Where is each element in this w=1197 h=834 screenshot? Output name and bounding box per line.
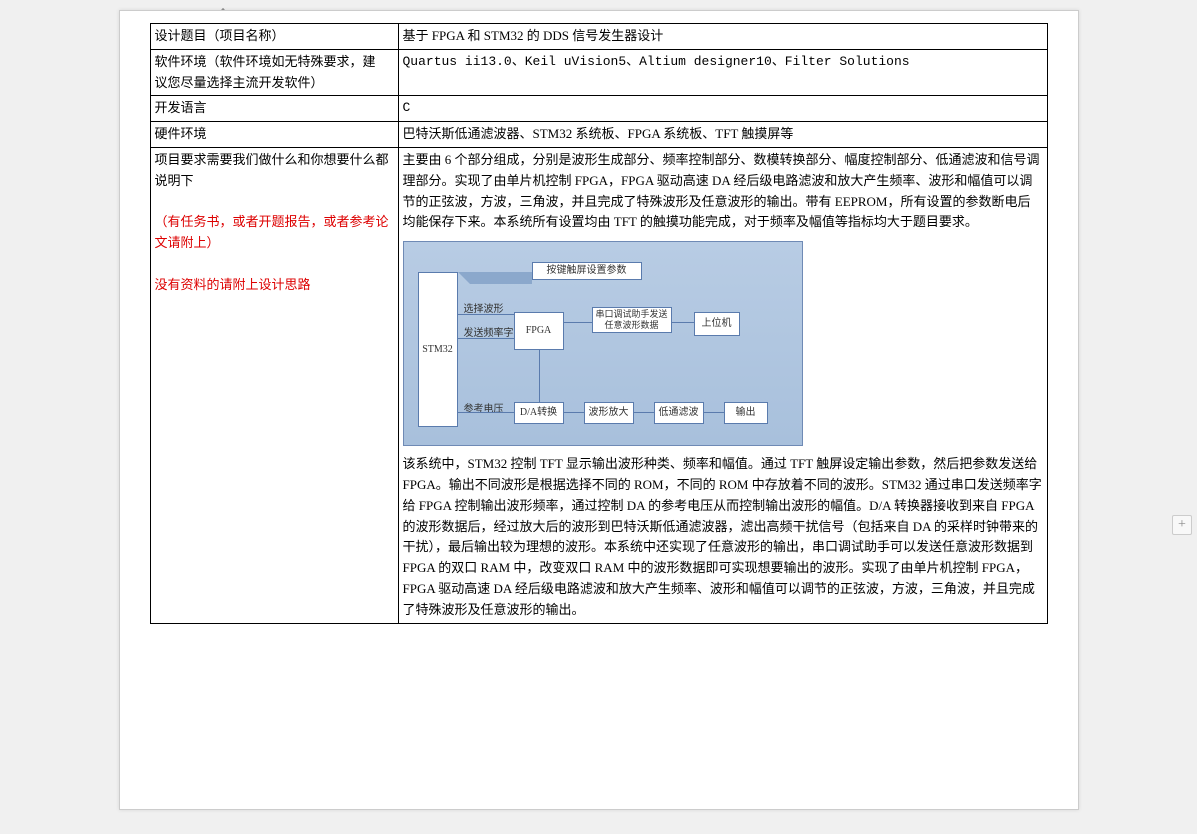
label-ref-volt: 参考电压: [464, 402, 504, 418]
cell-title-value: 基于 FPGA 和 STM32 的 DDS 信号发生器设计: [398, 24, 1047, 50]
cell-lang-label: 开发语言: [150, 96, 398, 122]
document-page: 设计题目（项目名称） 基于 FPGA 和 STM32 的 DDS 信号发生器设计…: [119, 10, 1079, 810]
note-red: 没有资料的请附上设计思路: [155, 275, 394, 296]
label-sel-wave: 选择波形: [464, 302, 504, 318]
label-send-freq: 发送频率字: [464, 326, 514, 342]
cell-lang-value: C: [398, 96, 1047, 122]
cell-env-label: 软件环境（软件环境如无特殊要求，建 议您尽量选择主流开发软件）: [150, 49, 398, 96]
cell-hw-value: 巴特沃斯低通滤波器、STM32 系统板、FPGA 系统板、TFT 触摸屏等: [398, 122, 1047, 148]
cell-env-value: Quartus ii13.0、Keil uVision5、Altium desi…: [398, 49, 1047, 96]
node-stm32: STM32: [418, 272, 458, 427]
cell-hw-label: 硬件环境: [150, 122, 398, 148]
cell-req-value: 主要由 6 个部分组成，分别是波形生成部分、频率控制部分、数模转换部分、幅度控制…: [398, 147, 1047, 623]
text: 议您尽量选择主流开发软件）: [155, 75, 324, 90]
node-lpf: 低通滤波: [654, 402, 704, 424]
spec-table: 设计题目（项目名称） 基于 FPGA 和 STM32 的 DDS 信号发生器设计…: [150, 23, 1048, 624]
node-da: D/A转换: [514, 402, 564, 424]
node-out: 输出: [724, 402, 768, 424]
table-row: 项目要求需要我们做什么和你想要什么都说明下 （有任务书，或者开题报告，或者参考论…: [150, 147, 1047, 623]
table-row: 开发语言 C: [150, 96, 1047, 122]
table-row: 设计题目（项目名称） 基于 FPGA 和 STM32 的 DDS 信号发生器设计: [150, 24, 1047, 50]
block-diagram: STM32 按键触屏设置参数 FPGA 串口调试助手发送任意波形数据 上位机 D…: [403, 241, 803, 446]
node-serial: 串口调试助手发送任意波形数据: [592, 307, 672, 333]
text: 项目要求需要我们做什么和你想要什么都说明下: [155, 150, 394, 192]
note-red: （有任务书，或者开题报告，或者参考论文请附上）: [155, 212, 394, 254]
table-row: 软件环境（软件环境如无特殊要求，建 议您尽量选择主流开发软件） Quartus …: [150, 49, 1047, 96]
text: 软件环境（软件环境如无特殊要求，建: [155, 54, 376, 69]
node-amp: 波形放大: [584, 402, 634, 424]
table-row: 硬件环境 巴特沃斯低通滤波器、STM32 系统板、FPGA 系统板、TFT 触摸…: [150, 122, 1047, 148]
add-side-button[interactable]: +: [1172, 515, 1192, 535]
cell-title-label: 设计题目（项目名称）: [150, 24, 398, 50]
paragraph: 主要由 6 个部分组成，分别是波形生成部分、频率控制部分、数模转换部分、幅度控制…: [403, 150, 1043, 233]
node-keyscreen: 按键触屏设置参数: [532, 262, 642, 280]
diagram-holder: STM32 按键触屏设置参数 FPGA 串口调试助手发送任意波形数据 上位机 D…: [403, 233, 1043, 454]
node-host: 上位机: [694, 312, 740, 336]
paragraph: 该系统中，STM32 控制 TFT 显示输出波形种类、频率和幅值。通过 TFT …: [403, 454, 1043, 620]
node-fpga: FPGA: [514, 312, 564, 350]
page-wrapper: 设计题目（项目名称） 基于 FPGA 和 STM32 的 DDS 信号发生器设计…: [0, 0, 1197, 820]
cell-req-label: 项目要求需要我们做什么和你想要什么都说明下 （有任务书，或者开题报告，或者参考论…: [150, 147, 398, 623]
